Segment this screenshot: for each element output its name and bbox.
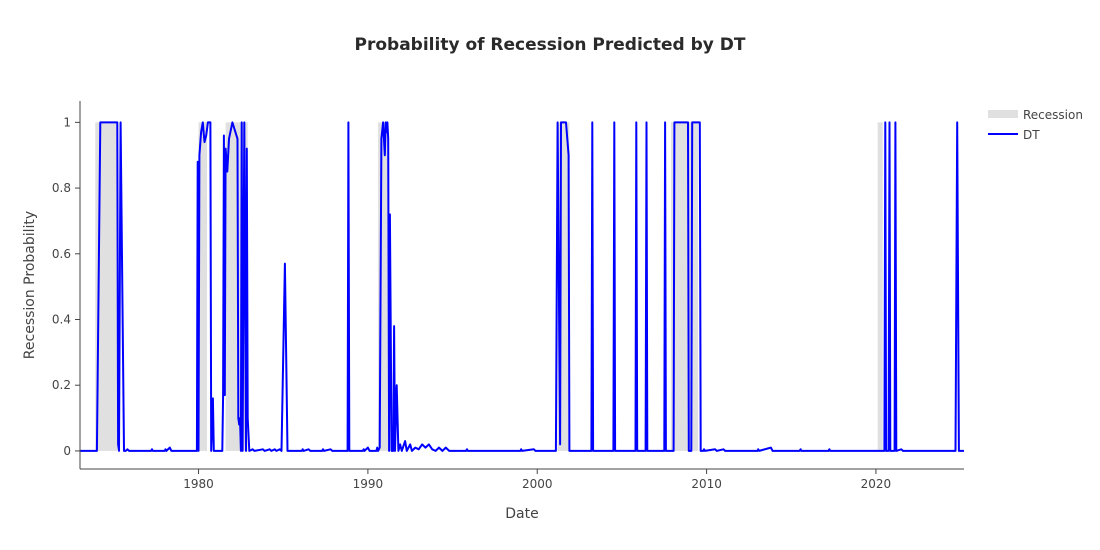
legend[interactable]: Recession DT	[988, 108, 1083, 142]
recession-band	[671, 122, 699, 451]
dt-series-line	[80, 121, 964, 452]
legend-dt-label: DT	[1023, 128, 1040, 142]
x-tick-label: 1980	[183, 477, 214, 491]
x-tick-label: 2000	[522, 477, 553, 491]
y-axis-ticks: 0 0.2 0.4 0.6 0.8 1	[52, 115, 80, 458]
y-axis-title: Recession Probability	[22, 211, 38, 359]
recession-band	[557, 122, 570, 451]
y-tick-label: 0.8	[52, 181, 71, 195]
y-tick-label: 0.2	[52, 378, 71, 392]
y-tick-label: 1	[63, 115, 71, 129]
x-tick-label: 2010	[691, 477, 722, 491]
y-tick-label: 0.6	[52, 247, 71, 261]
recession-band	[198, 122, 208, 451]
x-tick-label: 2020	[861, 477, 892, 491]
x-axis-title: Date	[505, 506, 538, 522]
plot-area	[80, 121, 964, 452]
y-tick-label: 0.4	[52, 313, 71, 327]
legend-item-recession[interactable]: Recession	[988, 108, 1083, 122]
legend-item-dt[interactable]: DT	[988, 128, 1040, 142]
legend-recession-swatch	[988, 110, 1018, 118]
recession-band	[877, 122, 883, 451]
y-tick-label: 0	[63, 444, 71, 458]
x-tick-label: 1990	[353, 477, 384, 491]
legend-recession-label: Recession	[1023, 108, 1083, 122]
chart-title: Probability of Recession Predicted by DT	[355, 35, 746, 55]
x-axis-ticks: 1980 1990 2000 2010 2020	[183, 469, 891, 491]
recession-band	[378, 122, 389, 451]
recession-band	[95, 122, 118, 451]
recession-bands	[95, 122, 883, 451]
